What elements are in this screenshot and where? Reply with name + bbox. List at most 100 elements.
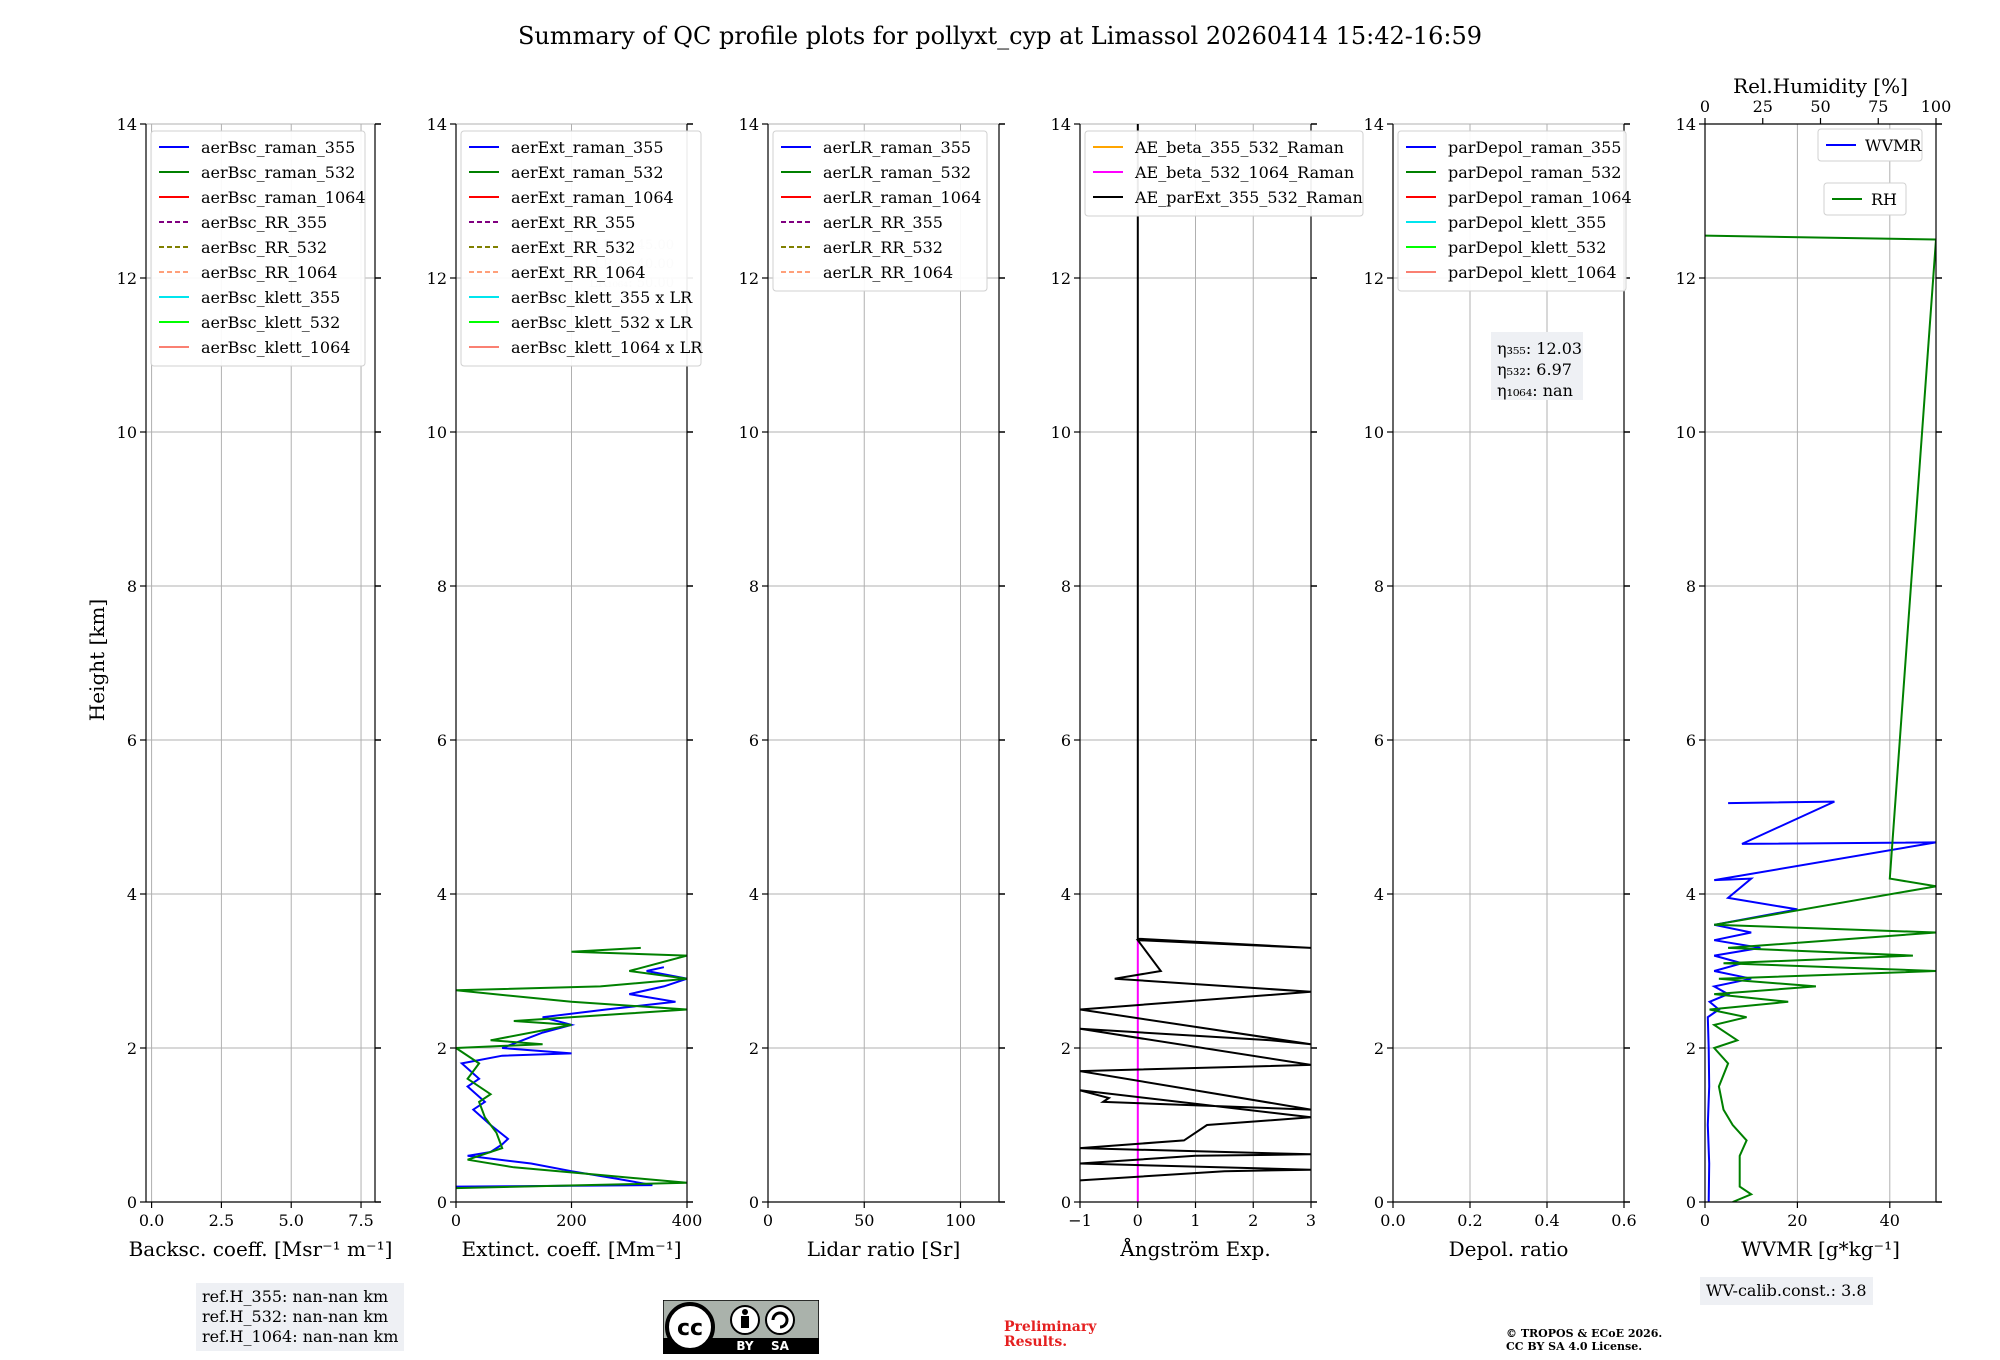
y-tick-label: 0: [1374, 1193, 1384, 1212]
y-tick-label: 12: [739, 269, 759, 288]
copyright-line-1: © TROPOS & ECoE 2026.: [1506, 1327, 1663, 1340]
y-tick-label: 8: [749, 577, 759, 596]
y-tick-label: 8: [437, 577, 447, 596]
y-tick-label: 12: [117, 269, 137, 288]
y-tick-label: 0: [127, 1193, 137, 1212]
y-tick-label: 4: [127, 885, 137, 904]
legend-entry: aerBsc_RR_532: [201, 238, 327, 257]
x-tick-label: 20: [1787, 1211, 1807, 1230]
legend-entry: aerBsc_RR_1064: [201, 263, 337, 282]
y-tick-label: 10: [427, 423, 447, 442]
x-tick-label: 50: [854, 1211, 874, 1230]
legend-entry: aerLR_RR_1064: [823, 263, 953, 282]
wv-calib-box: WV-calib.const.: 3.8: [1700, 1277, 1873, 1305]
legend-entry: parDepol_raman_532: [1448, 163, 1621, 182]
legend-entry: aerBsc_klett_1064 x LR: [511, 338, 703, 357]
x-tick-label: 0.4: [1534, 1211, 1559, 1230]
x-tick-label: 0: [451, 1211, 461, 1230]
x-tick-label: 200: [556, 1211, 587, 1230]
x-axis-label: Ångström Exp.: [1119, 1236, 1270, 1261]
legend-entry: aerBsc_klett_355 x LR: [511, 288, 693, 307]
y-tick-label: 2: [1686, 1039, 1696, 1058]
x-tick-label: 1: [1190, 1211, 1200, 1230]
legend-entry: aerExt_raman_355: [511, 138, 664, 157]
legend-entry: aerBsc_klett_355: [201, 288, 340, 307]
y-tick-label: 6: [437, 731, 447, 750]
legend-entry: aerBsc_raman_1064: [201, 188, 366, 207]
legend-entry: AE_beta_355_532_Raman: [1134, 138, 1344, 157]
top-tick-label: 75: [1868, 97, 1888, 116]
y-tick-label: 8: [1686, 577, 1696, 596]
y-tick-label: 0: [749, 1193, 759, 1212]
x-tick-label: 2.5: [209, 1211, 234, 1230]
y-tick-label: 2: [1061, 1039, 1071, 1058]
legend-entry: aerBsc_raman_532: [201, 163, 355, 182]
y-tick-label: 4: [437, 885, 447, 904]
legend-box: [150, 130, 366, 367]
y-tick-label: 2: [749, 1039, 759, 1058]
y-tick-label: 6: [1686, 731, 1696, 750]
cc-by-label: BY: [736, 1339, 753, 1353]
y-tick-label: 12: [1051, 269, 1071, 288]
legend-box: [772, 130, 988, 292]
series-WVMR: [1706, 800, 1936, 1202]
panel-backscatter: 0 2 4 6 8 10 12 14 0.0 2.5 5.0 7.5 Backsc. coeff. [M…: [117, 115, 393, 1261]
y-tick-label: 4: [1061, 885, 1071, 904]
x-tick-label: 0: [1700, 1211, 1710, 1230]
eta-value: η₅₃₂: 6.97: [1497, 360, 1572, 379]
y-tick-label: 8: [127, 577, 137, 596]
y-tick-label: 14: [739, 115, 759, 134]
x-tick-label: 0.0: [139, 1211, 164, 1230]
preliminary-notice: Preliminary Results.: [1004, 1320, 1096, 1350]
x-tick-label: −1: [1068, 1211, 1092, 1230]
legend-entry: aerLR_RR_532: [823, 238, 943, 257]
cc-sa-label: SA: [771, 1339, 790, 1353]
y-tick-label: 2: [127, 1039, 137, 1058]
legend-entry: AE_beta_532_1064_Raman: [1134, 163, 1354, 182]
series-group: [1705, 234, 1936, 1202]
legend-entry: WVMR: [1865, 136, 1922, 155]
ref-h-1064: ref.H_1064: nan-nan km: [202, 1327, 399, 1346]
x-tick-label: 0: [1133, 1211, 1143, 1230]
y-tick-label: 10: [1051, 423, 1071, 442]
x-tick-label: 100: [945, 1211, 976, 1230]
legend-entry: AE_parExt_355_532_Raman: [1134, 188, 1363, 207]
legend-entry: aerExt_raman_532: [511, 163, 664, 182]
y-tick-label: 10: [739, 423, 759, 442]
y-tick-label: 4: [1686, 885, 1696, 904]
legend-box: [1817, 128, 1923, 162]
legend-entry: aerBsc_raman_355: [201, 138, 355, 157]
panel-extinction: 0 2 4 6 8 10 12 14 0 200 400 Extinct. coeff. [Mm⁻¹]…: [427, 115, 704, 1261]
top-tick-label: 100: [1921, 97, 1952, 116]
y-tick-label: 14: [1364, 115, 1384, 134]
y-tick-label: 0: [1061, 1193, 1071, 1212]
top-tick-label: 0: [1700, 97, 1710, 116]
cc-icon: cc: [677, 1316, 703, 1341]
legend-entry: RH: [1871, 190, 1897, 209]
copyright-notice: © TROPOS & ECoE 2026. CC BY SA 4.0 Licen…: [1506, 1327, 1662, 1353]
eta-box: [1491, 332, 1583, 400]
x-tick-label: 0.0: [1380, 1211, 1405, 1230]
legend-entry: aerLR_raman_1064: [823, 188, 981, 207]
y-tick-label: 14: [1051, 115, 1071, 134]
legend-entry: aerBsc_klett_532 x LR: [511, 313, 693, 332]
legend-entry: aerExt_RR_355: [511, 213, 635, 232]
legend-entry: aerBsc_klett_1064: [201, 338, 350, 357]
x-axis-label: Lidar ratio [Sr]: [807, 1237, 961, 1261]
copyright-line-2: CC BY SA 4.0 License.: [1506, 1340, 1643, 1353]
top-tick-label: 25: [1753, 97, 1773, 116]
y-tick-label: 14: [1676, 115, 1696, 134]
legend-box: [1397, 130, 1627, 292]
figure-title: Summary of QC profile plots for pollyxt_…: [518, 22, 1482, 50]
legend-entry: aerLR_raman_532: [823, 163, 971, 182]
cc-license-badge: cc BY SA: [663, 1300, 819, 1354]
y-tick-label: 2: [1374, 1039, 1384, 1058]
y-tick-label: 14: [427, 115, 447, 134]
y-tick-label: 14: [117, 115, 137, 134]
y-tick-label: 10: [117, 423, 137, 442]
x-axis-label: WVMR [g*kg⁻¹]: [1741, 1237, 1900, 1261]
